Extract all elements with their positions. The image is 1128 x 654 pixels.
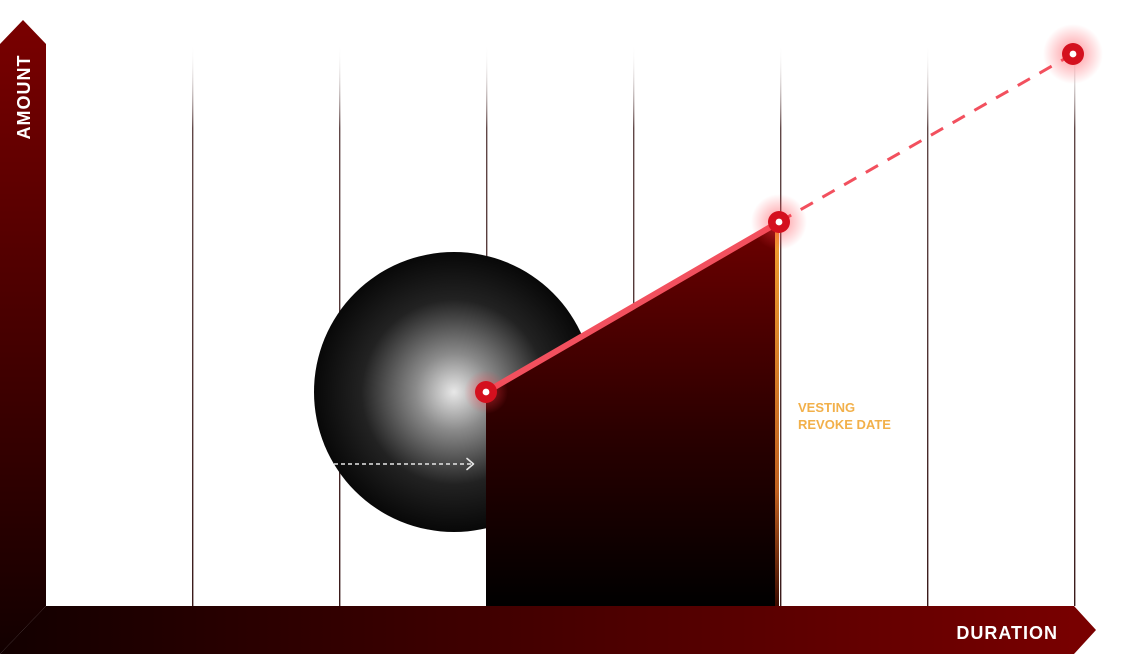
vested-line (483, 219, 782, 395)
y-axis-label: AMOUNT (14, 55, 34, 140)
revoke-label-line2: REVOKE DATE (798, 417, 891, 432)
y-axis (0, 20, 46, 654)
grid-line (1074, 44, 1076, 606)
arrow-right-icon (334, 457, 475, 471)
end-point (1062, 43, 1084, 65)
projected-vesting-line (778, 52, 1074, 224)
x-axis-label: DURATION (956, 623, 1058, 643)
revoke-label-line1: VESTING (798, 400, 855, 415)
grid-line (192, 44, 194, 606)
grid-line (927, 44, 929, 606)
revoke-line (775, 224, 779, 606)
vested-area (486, 222, 779, 606)
grid-line (780, 44, 782, 606)
x-axis (0, 606, 1096, 654)
revoke-label: VESTING REVOKE DATE (798, 400, 891, 432)
revoke-point (768, 211, 790, 233)
cliff-point (475, 381, 497, 403)
